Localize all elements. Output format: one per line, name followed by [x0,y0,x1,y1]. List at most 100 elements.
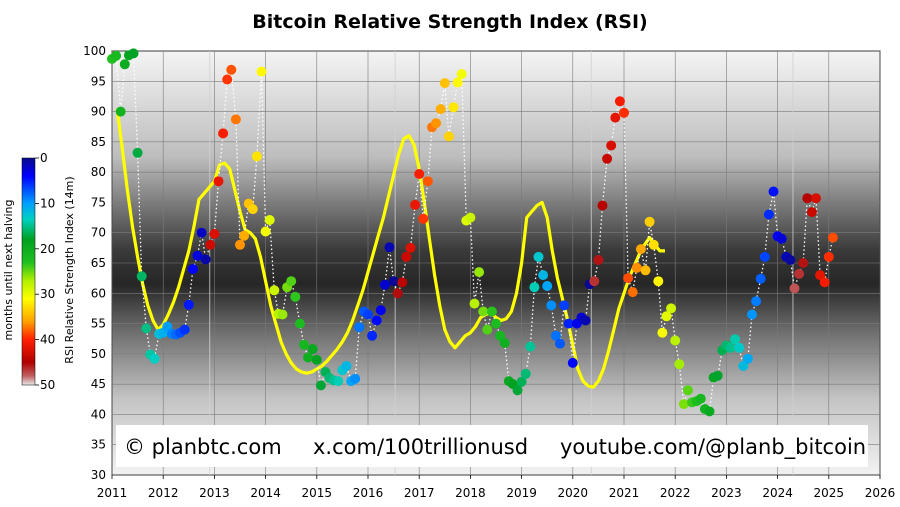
rsi-point [354,322,365,333]
rsi-point [755,273,766,284]
rsi-point [512,385,523,396]
series-line-moving-average [115,108,665,389]
rsi-point [614,96,625,107]
rsi-point [269,285,280,296]
rsi-point [674,359,685,370]
rsi-point [439,78,450,89]
y-axis: 30 35 40 45 50 55 60 65 70 75 80 85 90 95 100 [83,44,106,482]
rsi-point [307,344,318,354]
rsi-point [222,74,233,85]
rsi-point [495,330,506,341]
rsi-point [631,262,642,273]
watermark-youtube: youtube.com/@planb_bitcoin [560,435,866,460]
x-tick-label: 2013 [199,486,230,500]
rsi-point [478,306,489,317]
rsi-point [610,112,621,123]
colorbar-tick-label: 0 [40,151,48,165]
x-tick-label: 2023 [711,486,742,500]
y-tick-label: 95 [91,74,106,88]
rsi-point [414,169,425,179]
rsi-point [559,300,570,311]
rsi-point [827,232,838,243]
rsi-point [516,376,527,387]
rsi-point [294,318,305,329]
colorbar-tick-label: 40 [40,333,55,347]
x-tick-label: 2011 [97,486,128,500]
y-tick-label: 40 [91,407,106,421]
rsi-point [525,341,536,352]
rsi-point [205,239,216,250]
rsi-point [657,327,668,338]
rsi-point [367,330,378,341]
rsi-point [546,300,557,311]
rsi-point [111,50,122,61]
rsi-point [226,64,237,75]
rsi-point [315,380,326,391]
rsi-point [666,303,677,314]
rsi-point [538,270,549,281]
rsi-point [371,315,382,326]
rsi-point [456,69,467,79]
rsi-point [776,233,787,244]
x-axis: 2011 2012 2013 2014 2015 2016 2017 2018 2019 2020… [97,475,895,500]
rsi-point [192,250,203,261]
y-tick-label: 45 [91,377,106,391]
rsi-point [580,315,591,326]
rsi-point [635,244,646,255]
rsi-point [247,204,258,215]
rsi-point [712,370,723,381]
rsi-point [529,282,540,293]
y-tick-label: 60 [91,286,106,300]
rsi-point [602,153,613,164]
rsi-point [683,385,693,396]
rsi-point [179,324,190,335]
rsi-point [136,271,147,282]
rsi-point [341,361,352,371]
rsi-point [119,59,130,70]
rsi-point [785,255,796,265]
rsi-point [239,230,250,241]
y-tick-label: 55 [91,317,106,331]
x-tick-label: 2020 [558,486,589,500]
rsi-point [260,226,271,237]
x-tick-label: 2017 [404,486,435,500]
rsi-point [392,288,403,299]
colorbar-ticks: 0 10 20 30 40 50 [35,151,55,392]
rsi-point [593,255,604,265]
y-tick-label: 65 [91,256,106,270]
rsi-point [264,215,275,225]
rsi-point [469,298,480,309]
colorbar-tick-label: 20 [40,242,55,256]
y-tick-label: 90 [91,105,106,119]
rsi-point [290,291,301,302]
rsi-point [499,338,510,348]
rsi-point [563,318,574,329]
rsi-point [734,342,745,353]
y-tick-label: 50 [91,347,106,361]
rsi-point [533,251,544,262]
rsi-point [115,106,126,117]
rsi-point [567,357,578,368]
rsi-point [286,276,297,287]
rsi-point [379,279,390,290]
rsi-point [589,276,600,287]
rsi-point [187,264,198,275]
rsi-point [491,318,501,329]
rsi-point [763,209,774,220]
rsi-point [725,342,736,353]
y-tick-label: 80 [91,165,106,179]
rsi-point [218,128,229,139]
rsi-point [128,48,139,59]
rsi-point [555,338,565,349]
colorbar: 0 10 20 30 40 50 months until next halving [2,151,55,392]
rsi-point [806,207,817,218]
rsi-point [410,199,421,210]
rsi-point [141,323,152,334]
y-tick-label: 75 [91,195,106,209]
series-line-rsi [111,52,834,413]
colorbar-gradient [21,157,36,386]
rsi-point [823,251,834,262]
rsi-point [623,273,634,284]
rsi-point [597,200,608,211]
